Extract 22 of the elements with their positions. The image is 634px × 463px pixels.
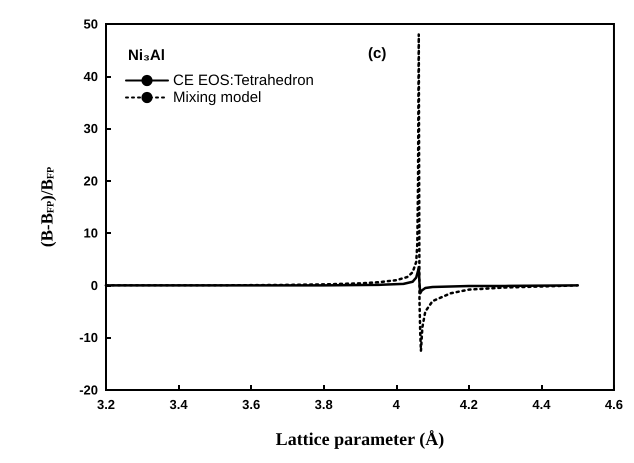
x-tick-label: 4 [392,397,401,412]
y-tick-label: 20 [84,173,98,188]
y-tick-label: 40 [84,68,98,84]
y-tick-label: -20 [79,382,98,398]
annotation: Ni₃Al [128,47,165,64]
x-tick-label: 3.6 [242,397,260,412]
y-tick-label: 10 [84,226,98,241]
y-axis-title: (B-BFP)/BFP [38,166,56,248]
annotation: (c) [368,45,386,62]
legend-label: Mixing model [173,89,262,106]
y-tick-label: 30 [84,121,98,136]
x-axis-title: Lattice parameter (Å) [276,429,444,449]
y-tick-label: 50 [84,16,98,32]
legend-label: CE EOS:Tetrahedron [173,72,314,89]
x-tick-label: 4.2 [460,397,478,412]
x-tick-label: 4.4 [532,397,552,412]
x-tick-label: 3.2 [96,397,116,412]
x-tick-label: 3.4 [170,397,188,412]
y-tick-label: -10 [79,330,98,346]
x-tick-label: 4.6 [604,397,624,412]
x-tick-label: 3.8 [314,397,333,412]
y-tick-label: 0 [90,278,98,293]
